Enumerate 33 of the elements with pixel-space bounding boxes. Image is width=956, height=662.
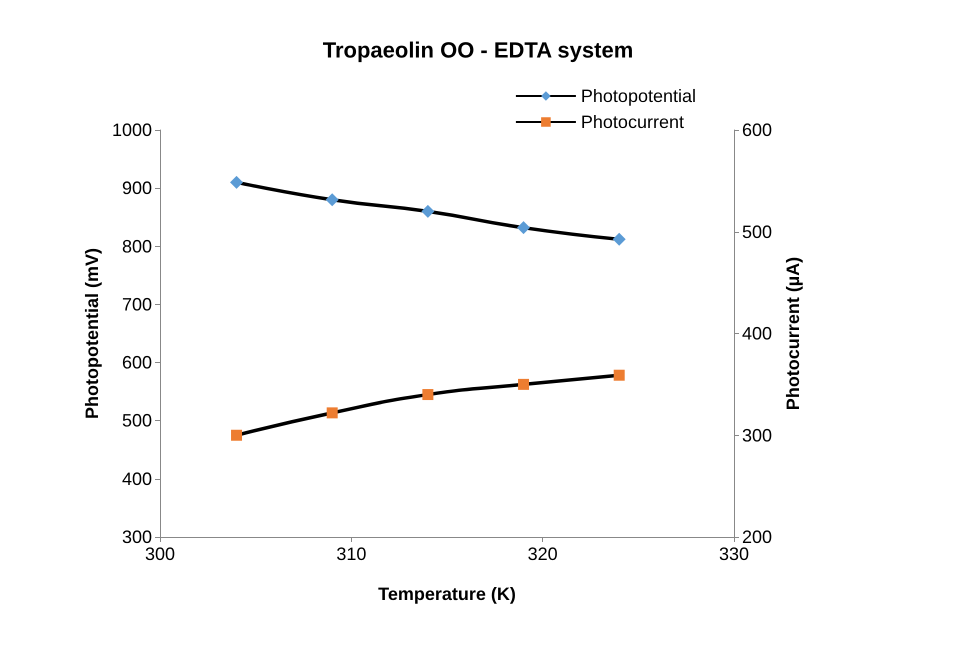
legend-label: Photocurrent bbox=[580, 112, 684, 132]
y-tick-label: 900 bbox=[122, 178, 152, 198]
y2-tick-label: 600 bbox=[742, 120, 772, 140]
point bbox=[231, 430, 242, 441]
x-tick-label: 310 bbox=[336, 544, 366, 564]
point bbox=[421, 204, 434, 218]
y-tick-label: 400 bbox=[122, 468, 152, 489]
point bbox=[518, 378, 530, 390]
y2-tick-label: 500 bbox=[742, 222, 772, 242]
y2-tick-label: 400 bbox=[742, 324, 772, 344]
x-tick-label: 330 bbox=[718, 544, 750, 564]
point bbox=[612, 232, 626, 246]
point bbox=[517, 221, 530, 234]
y2-tick-label: 300 bbox=[742, 425, 772, 446]
x-tick-label: 320 bbox=[528, 544, 558, 564]
x-tick-label: 300 bbox=[144, 544, 176, 564]
y-tick-label: 800 bbox=[122, 236, 152, 256]
y2-axis-title: Photocurrent (µA) bbox=[783, 256, 803, 410]
y-tick-label: 1000 bbox=[112, 120, 152, 140]
y-axis-title: Photopotential (mV) bbox=[82, 248, 102, 419]
point bbox=[422, 389, 434, 400]
point bbox=[326, 193, 339, 206]
y-tick-label: 700 bbox=[122, 294, 152, 314]
x-axis-title: Temperature (K) bbox=[378, 584, 516, 604]
y-tick-label: 600 bbox=[122, 352, 152, 373]
point bbox=[614, 370, 625, 381]
y-tick-label: 500 bbox=[122, 410, 152, 431]
y2-tick-label: 200 bbox=[742, 527, 772, 547]
y-tick-label: 300 bbox=[122, 527, 152, 547]
chart-title: Tropaeolin OO - EDTA system bbox=[322, 38, 634, 62]
point bbox=[326, 407, 338, 418]
legend-label: Photopotential bbox=[580, 86, 696, 106]
point bbox=[230, 176, 244, 189]
